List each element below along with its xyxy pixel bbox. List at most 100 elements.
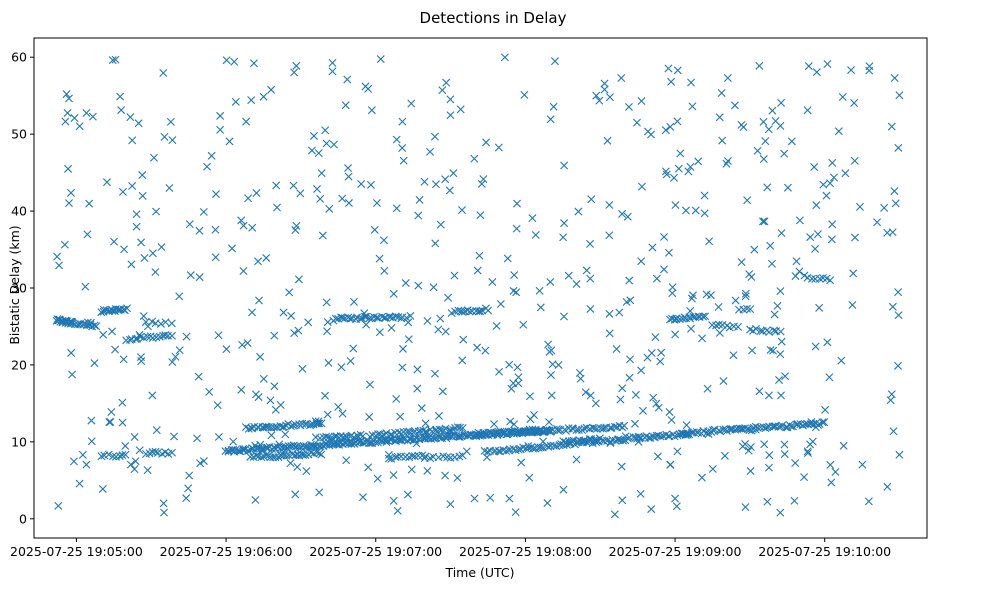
detection-marker (324, 358, 333, 367)
detection-marker (237, 385, 246, 394)
detection-marker (126, 460, 135, 469)
detection-marker (475, 251, 484, 260)
detection-marker (495, 367, 504, 376)
detection-marker (441, 327, 450, 336)
detection-marker (105, 418, 114, 427)
detection-marker (289, 181, 298, 190)
detection-marker (358, 493, 367, 502)
detection-marker (271, 453, 280, 462)
detection-marker (171, 352, 180, 361)
detection-marker (415, 195, 424, 204)
detection-marker (741, 440, 750, 449)
y-tick-label: 50 (11, 127, 27, 142)
detection-marker (823, 338, 832, 347)
detection-marker (90, 359, 99, 368)
detection-marker (612, 345, 621, 354)
detection-marker (776, 508, 785, 517)
detection-marker (590, 424, 599, 433)
detection-marker (373, 474, 382, 483)
detection-marker (410, 452, 419, 461)
detection-marker (339, 433, 348, 442)
detection-marker (489, 429, 498, 438)
detection-marker (503, 254, 512, 263)
detection-marker (880, 203, 889, 212)
detection-marker (686, 306, 695, 315)
detection-marker (664, 64, 673, 73)
detection-marker (108, 327, 117, 336)
detection-marker (266, 396, 275, 405)
detection-marker (719, 377, 728, 386)
detection-marker (449, 169, 458, 178)
detection-marker (764, 391, 773, 400)
detection-marker (847, 66, 856, 75)
detection-marker (666, 122, 675, 131)
detection-marker (770, 326, 779, 335)
detection-marker (309, 131, 318, 140)
detection-marker (811, 342, 820, 351)
detection-marker (420, 177, 429, 186)
detection-marker (764, 463, 773, 472)
detection-marker (776, 327, 785, 336)
detection-marker (281, 430, 290, 439)
detection-marker (807, 418, 816, 427)
detection-marker (535, 286, 544, 295)
detection-marker (667, 416, 676, 424)
detection-marker (258, 446, 267, 455)
detection-marker (737, 258, 746, 267)
detection-marker (195, 226, 204, 235)
detection-marker (706, 291, 715, 300)
detection-marker (525, 473, 534, 482)
detection-marker (506, 417, 515, 426)
detection-marker (750, 245, 759, 254)
detection-marker (453, 473, 462, 482)
detection-marker (620, 421, 629, 430)
detection-marker (434, 453, 443, 462)
detection-marker (458, 356, 467, 365)
detection-marker (476, 307, 485, 316)
detection-marker (360, 309, 369, 318)
detection-marker (668, 289, 677, 298)
detection-marker (776, 350, 785, 359)
detection-marker (748, 346, 757, 355)
detection-marker (510, 271, 519, 280)
detection-marker (873, 218, 882, 227)
detection-marker (546, 115, 555, 124)
detection-marker (111, 55, 120, 64)
detection-marker (731, 296, 740, 305)
detection-marker (745, 270, 754, 279)
detection-marker (143, 466, 152, 475)
chart-title: Detections in Delay (420, 9, 567, 27)
detection-marker (273, 203, 281, 212)
detection-marker (638, 406, 647, 415)
detection-marker (826, 276, 835, 285)
detection-marker (212, 190, 220, 199)
detection-marker (344, 164, 353, 173)
detection-marker (392, 204, 401, 213)
detection-marker (553, 426, 562, 435)
axes-frame (33, 37, 928, 539)
detection-marker (600, 437, 609, 446)
detection-marker (135, 446, 144, 455)
detection-marker (671, 330, 680, 339)
detection-marker (251, 441, 260, 450)
x-axis-label: Time (UTC) (444, 565, 514, 580)
detection-marker (151, 447, 160, 456)
detection-marker (827, 235, 836, 244)
detection-marker (152, 207, 161, 216)
detection-marker (793, 420, 802, 429)
detection-marker (595, 96, 604, 105)
detection-marker (619, 436, 628, 445)
detection-marker (741, 289, 750, 298)
detection-marker (586, 239, 595, 248)
detection-marker (318, 231, 327, 240)
detection-marker (119, 355, 128, 364)
detection-marker (53, 252, 62, 261)
detection-marker (687, 324, 696, 333)
detection-marker (161, 331, 170, 340)
detection-marker (365, 380, 374, 389)
detection-marker (458, 424, 467, 432)
detection-marker (822, 191, 831, 200)
detection-marker (375, 254, 384, 263)
detection-marker (317, 169, 326, 178)
detection-marker (64, 199, 73, 208)
